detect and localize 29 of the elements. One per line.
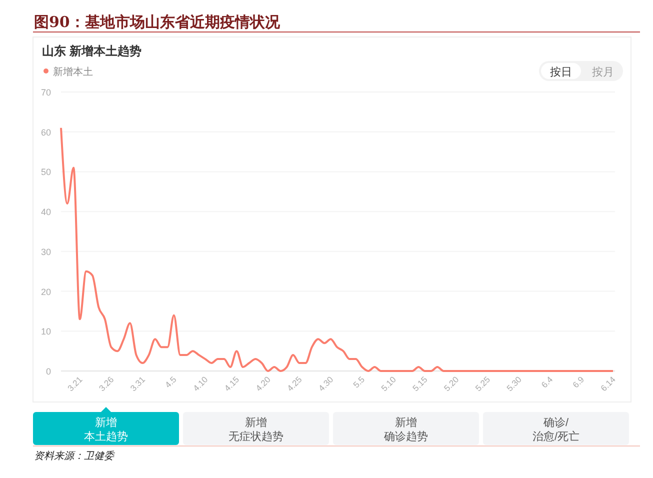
y-tick-label: 30 — [40, 246, 51, 257]
x-tick-label: 3.21 — [65, 374, 84, 394]
y-tick-label: 60 — [40, 127, 51, 138]
tab-button: 新增 无症状趋势 — [183, 412, 329, 445]
text: 资料来源：卫健委 — [34, 450, 115, 462]
y-tick-label: 70 — [40, 88, 51, 98]
y-tick-label: 20 — [40, 286, 51, 297]
x-tick-label: 4.5 — [162, 374, 179, 390]
x-tick-label: 4.15 — [222, 374, 242, 394]
y-tick-label: 0 — [46, 366, 51, 376]
x-tick-label: 4.20 — [254, 374, 273, 394]
chart-title: 图90：基地市场山东省近期疫情状况 — [34, 13, 281, 31]
toggle-switch: 按日 按月 — [539, 61, 623, 81]
x-tick-label: 4.10 — [190, 374, 210, 394]
tab-button: 确诊/ 治愈/死亡 — [483, 412, 629, 445]
x-tick-label: 5.20 — [442, 374, 461, 394]
y-tick-label: 40 — [40, 207, 51, 218]
x-tick-label: 6.4 — [539, 374, 555, 390]
line-series — [60, 126, 614, 372]
legend-label: 新增本土 — [53, 66, 93, 78]
x-tick-label: 5.5 — [351, 374, 367, 390]
y-tick-label: 50 — [40, 167, 51, 178]
y-tick-label: 10 — [40, 326, 51, 337]
tab-button: 新增 确诊趋势 — [333, 412, 479, 445]
x-tick-label: 3.31 — [128, 374, 148, 394]
x-tick-label: 4.30 — [316, 374, 336, 394]
x-tick-label: 4.25 — [285, 374, 304, 394]
x-tick-label: 6.9 — [570, 374, 586, 390]
chart-subtitle: 山东 新增本土趋势 — [42, 44, 142, 58]
